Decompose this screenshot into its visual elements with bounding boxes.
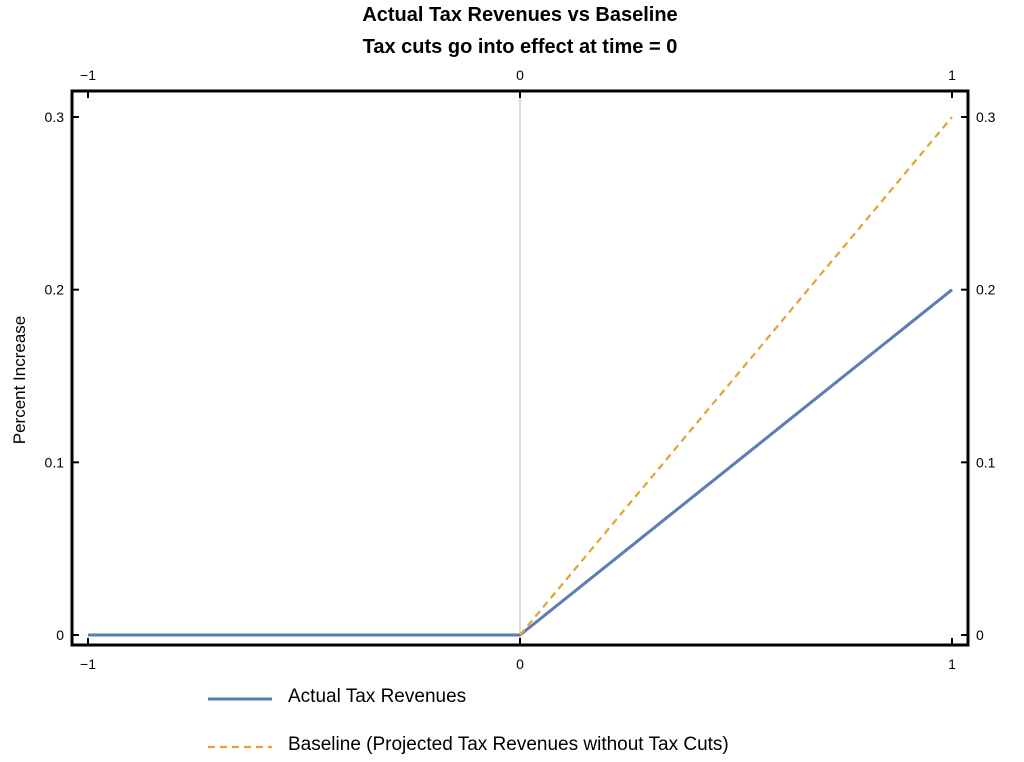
x-tick-label-top-1: 0 xyxy=(516,67,524,83)
legend-swatch-baseline xyxy=(208,745,272,749)
legend-label-actual: Actual Tax Revenues xyxy=(288,686,467,707)
y-tick-label-left-3: 0.3 xyxy=(45,109,65,125)
chart-subtitle: Tax cuts go into effect at time = 0 xyxy=(362,36,678,58)
y-tick-label-right-0: 0 xyxy=(976,627,984,643)
chart-title: Actual Tax Revenues vs Baseline xyxy=(362,4,678,26)
series-layer xyxy=(88,116,953,637)
x-tick-label-bottom-2: 1 xyxy=(948,656,956,672)
y-tick-label-left-0: 0 xyxy=(56,627,64,643)
y-tick-label-left-1: 0.1 xyxy=(45,454,65,470)
legend-label-baseline: Baseline (Projected Tax Revenues without… xyxy=(288,734,729,755)
y-tick-label-right-2: 0.2 xyxy=(976,282,996,298)
chart-canvas: −1 −1 0 0 1 1 0 0 0.1 0.1 0.2 0.2 0.3 0.3 Percent Inc… xyxy=(10,67,996,672)
y-tick-label-right-3: 0.3 xyxy=(976,109,996,125)
x-tick-label-top-0: −1 xyxy=(80,67,96,83)
legend-swatch-actual xyxy=(208,697,272,701)
y-tick-label-right-1: 0.1 xyxy=(976,454,996,470)
series-line-1 xyxy=(519,116,953,636)
y-axis-label: Percent Increase xyxy=(10,316,29,445)
x-tick-label-bottom-1: 0 xyxy=(516,656,524,672)
tick-layer: −1 −1 0 0 1 1 0 0 0.1 0.1 0.2 0.2 0.3 0.3 xyxy=(45,67,996,672)
y-tick-label-left-2: 0.2 xyxy=(45,282,65,298)
x-tick-label-top-2: 1 xyxy=(948,67,956,83)
x-tick-label-bottom-0: −1 xyxy=(80,656,96,672)
